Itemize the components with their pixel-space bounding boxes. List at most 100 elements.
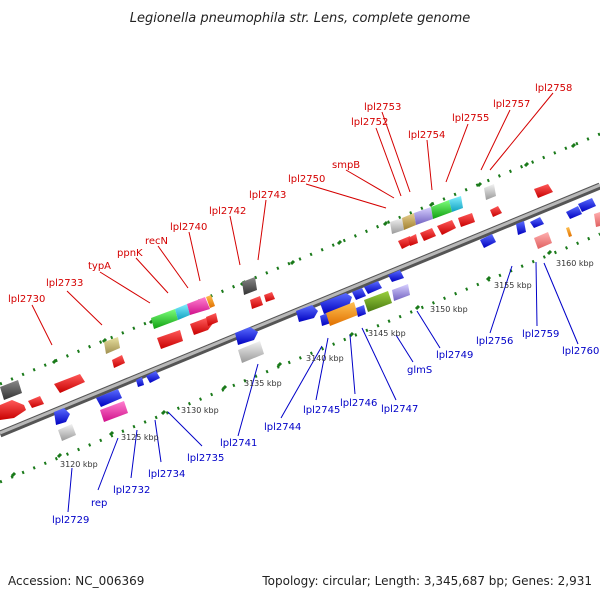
gene-feature: [352, 288, 366, 300]
scale-tick-label: 3125 kbp: [121, 433, 159, 442]
dash-tick: [160, 409, 167, 416]
gene-label: lpl2744: [264, 422, 301, 433]
scale-tick-label: 3135 kbp: [244, 379, 282, 388]
gene-label: lpl2760: [562, 346, 599, 357]
gene-feature: [364, 291, 392, 312]
gene-feature: [54, 408, 70, 425]
gene-feature: [449, 196, 463, 212]
gene-label: lpl2755: [452, 113, 489, 124]
gene-feature: [151, 309, 178, 329]
dash-tick: [289, 259, 296, 266]
gene-feature: [104, 337, 120, 354]
gene-label: lpl2756: [476, 336, 513, 347]
gene-feature: [392, 284, 410, 301]
gene-label: lpl2733: [46, 278, 83, 289]
features-top-strand: [0, 184, 553, 420]
dash-tick: [108, 430, 115, 437]
dash-tick: [276, 361, 283, 368]
gene-feature: [235, 327, 258, 345]
gene-label: lpl2753: [364, 102, 401, 113]
gene-feature: [566, 206, 582, 219]
gene-feature: [238, 341, 264, 363]
dash-tick: [10, 471, 17, 478]
gene-feature: [96, 389, 122, 407]
dotted-tracks: [0, 132, 600, 484]
gene-feature: [534, 184, 553, 198]
scale-tick-label: 3130 kbp: [181, 406, 219, 415]
gene-feature: [0, 400, 26, 420]
gene-label: lpl2741: [220, 438, 257, 449]
gene-feature: [437, 220, 456, 235]
gene-feature: [100, 401, 128, 422]
dash-tick: [570, 142, 577, 149]
gene-label: lpl2758: [535, 83, 572, 94]
gene-label: lpl2746: [340, 398, 377, 409]
bottom-gene-labels: lpl2729 rep lpl2732 lpl2734 lpl2735 lpl2…: [52, 329, 599, 526]
gene-label: lpl2750: [288, 174, 325, 185]
gene-feature: [364, 281, 382, 294]
gene-label: lpl2742: [209, 206, 246, 217]
dash-tick: [476, 181, 483, 188]
gene-feature: [516, 221, 526, 235]
gene-feature: [390, 218, 404, 234]
gene-feature: [136, 377, 144, 387]
gene-feature: [112, 355, 125, 368]
gene-label: typA: [88, 261, 111, 272]
scale-labels: 3120 kbp 3125 kbp 3130 kbp 3135 kbp 3140…: [60, 259, 594, 469]
gene-label: recN: [145, 236, 168, 247]
gene-label: lpl2757: [493, 99, 530, 110]
top-dotted-track: [0, 132, 600, 386]
gene-feature: [326, 302, 358, 326]
bottom-dotted-track: [0, 232, 600, 484]
gene-label: lpl2735: [187, 453, 224, 464]
gene-label: glmS: [407, 365, 432, 376]
dash-tick: [485, 275, 492, 282]
top-label-lines: [31, 92, 554, 346]
gene-feature: [206, 313, 218, 326]
gene-feature: [414, 207, 433, 225]
gene-feature: [458, 213, 475, 227]
gene-label: lpl2749: [436, 350, 473, 361]
dash-tick: [101, 337, 108, 344]
gene-feature: [490, 206, 502, 217]
gene-label: lpl2759: [522, 329, 559, 340]
dash-tick: [56, 452, 63, 459]
dash-tick: [523, 161, 530, 168]
gene-feature: [54, 374, 85, 393]
gene-feature: [0, 380, 22, 400]
scale-tick-label: 3120 kbp: [60, 460, 98, 469]
gene-label: lpl2752: [351, 117, 388, 128]
gene-feature: [356, 305, 366, 317]
gene-feature: [264, 292, 275, 302]
gene-feature: [242, 277, 257, 295]
gene-feature: [157, 330, 183, 349]
gene-label: lpl2754: [408, 130, 445, 141]
gene-feature: [402, 213, 416, 230]
gene-feature: [206, 295, 215, 308]
dash-tick: [546, 249, 553, 256]
gene-label: ppnK: [117, 248, 143, 259]
gene-feature: [484, 184, 496, 200]
gene-feature: [175, 304, 190, 320]
gene-label: lpl2745: [303, 405, 340, 416]
gene-feature: [534, 232, 552, 249]
features-bottom-strand: [54, 198, 600, 441]
gene-feature: [58, 424, 76, 441]
gene-feature: [594, 212, 600, 227]
gene-feature: [578, 198, 596, 212]
gene-feature: [480, 234, 496, 248]
accession-label: Accession: NC_006369: [8, 574, 144, 588]
dash-tick: [382, 220, 389, 227]
gene-feature: [566, 227, 572, 237]
gene-feature: [146, 371, 160, 383]
gene-label: lpl2732: [113, 485, 150, 496]
dash-tick: [414, 304, 421, 311]
gene-label: lpl2747: [381, 404, 418, 415]
gene-feature: [296, 305, 318, 322]
scale-tick-label: 3150 kbp: [430, 305, 468, 314]
gene-feature: [530, 217, 544, 228]
gene-feature: [320, 293, 352, 314]
gene-label: lpl2730: [8, 294, 45, 305]
scale-tick-label: 3140 kbp: [306, 354, 344, 363]
